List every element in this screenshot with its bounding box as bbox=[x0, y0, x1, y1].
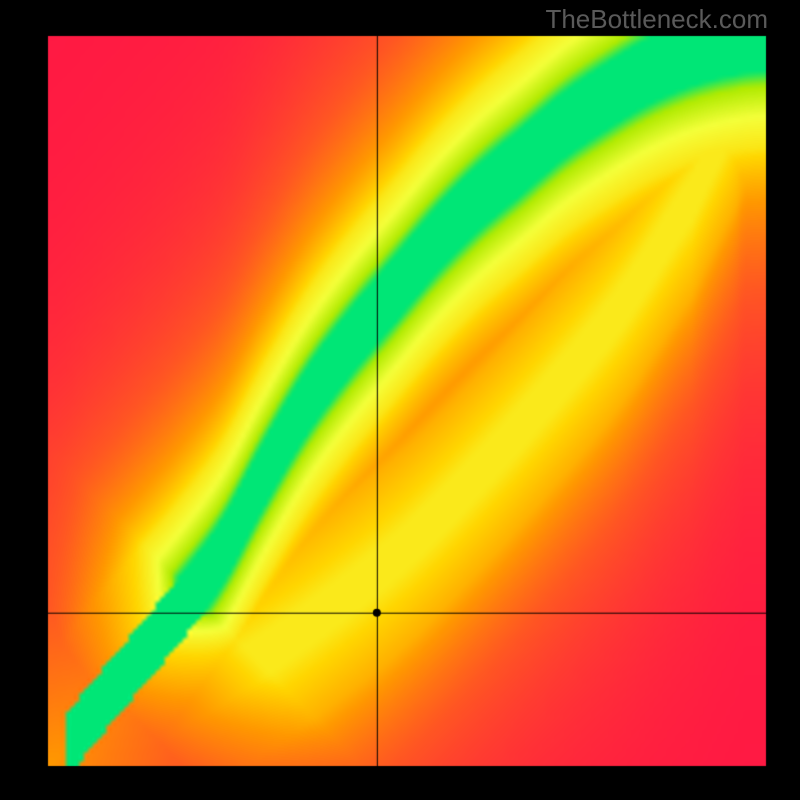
bottleneck-heatmap bbox=[0, 0, 800, 800]
watermark-text: TheBottleneck.com bbox=[545, 4, 768, 35]
chart-container: TheBottleneck.com bbox=[0, 0, 800, 800]
